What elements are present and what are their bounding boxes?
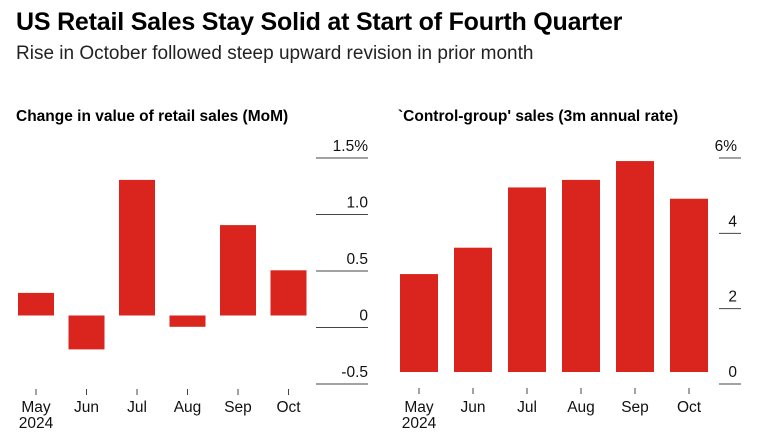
- left-chart: 1.5% 1.0 0.5 0 -0.5 May Jun Jul Aug Sep Oct 2024: [18, 138, 368, 432]
- x-tick-label: Jun: [461, 399, 486, 416]
- right-chart: 6% 4 2 0 May Jun Jul Aug Sep Oct 2024: [400, 138, 741, 432]
- y-tick-label: 0: [728, 364, 737, 381]
- x-year-label: 2024: [402, 415, 437, 432]
- chart-title: US Retail Sales Stay Solid at Start of F…: [16, 8, 623, 36]
- x-tick-label: Oct: [276, 399, 301, 416]
- bar-aug: [169, 315, 206, 327]
- y-tick-label: 4: [728, 213, 737, 230]
- bar-jun: [454, 247, 492, 372]
- right-panel-title: `Control-group' sales (3m annual rate): [398, 108, 678, 125]
- bar-jul: [508, 187, 546, 372]
- bar-oct: [670, 198, 708, 372]
- y-tick-label: 0.5: [346, 251, 368, 268]
- left-panel-title: Change in value of retail sales (MoM): [16, 108, 288, 125]
- bar-oct: [270, 270, 307, 316]
- bar-may: [400, 274, 438, 372]
- x-tick-label: Sep: [224, 399, 252, 416]
- bar-may: [18, 292, 54, 316]
- y-tick-label: 2: [728, 289, 737, 306]
- x-tick-label: Sep: [621, 399, 649, 416]
- y-tick-label: 1.5%: [333, 138, 369, 155]
- bar-sep: [616, 161, 654, 372]
- x-tick-label: Aug: [174, 399, 202, 416]
- x-tick-label: Jul: [127, 399, 147, 416]
- bar-sep: [220, 225, 256, 316]
- x-tick-label: Aug: [567, 399, 595, 416]
- y-tick-label: 1.0: [346, 195, 368, 212]
- x-tick-label: Jun: [74, 399, 99, 416]
- y-tick-label: 6%: [715, 138, 738, 155]
- x-tick-label: Oct: [677, 399, 702, 416]
- x-tick-label: May: [21, 399, 51, 416]
- y-tick-label: 0: [359, 308, 368, 325]
- chart-subtitle: Rise in October followed steep upward re…: [16, 43, 534, 64]
- bar-aug: [562, 179, 600, 372]
- x-tick-label: May: [404, 399, 434, 416]
- bar-jul: [119, 179, 155, 316]
- y-tick-label: -0.5: [341, 364, 368, 381]
- bar-jun: [68, 315, 105, 350]
- x-year-label: 2024: [19, 415, 54, 432]
- x-tick-label: Jul: [517, 399, 537, 416]
